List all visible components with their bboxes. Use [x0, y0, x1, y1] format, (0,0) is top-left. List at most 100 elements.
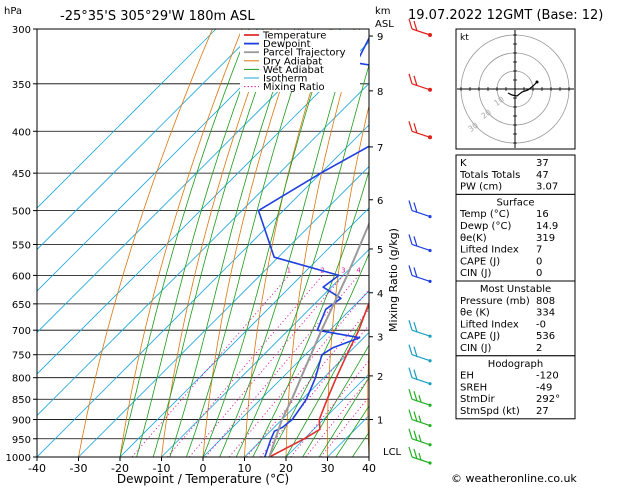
- dry-adiabat-line: [120, 29, 242, 457]
- wet-adiabat-line: [286, 29, 481, 457]
- wind-barb-dot: [428, 280, 431, 283]
- mixing-ratio-line: [247, 275, 398, 457]
- index-label: K: [460, 158, 467, 169]
- pressure-tick-label: 500: [12, 207, 31, 218]
- wind-barb-dot: [428, 443, 431, 446]
- km-tick-label: 3: [377, 333, 383, 344]
- pressure-tick-label: 300: [12, 25, 31, 36]
- lcl-label: LCL: [383, 447, 402, 458]
- index-value: 0: [536, 256, 542, 267]
- index-value: 7: [536, 245, 542, 256]
- wind-barb-dot: [428, 335, 431, 338]
- wet-adiabat-line: [153, 29, 278, 457]
- km-tick-label: 2: [377, 372, 383, 383]
- index-label: SREH: [460, 382, 487, 393]
- km-tick-label: 9: [377, 32, 383, 43]
- index-value: 47: [536, 170, 549, 181]
- wind-barb-flag: [409, 410, 412, 420]
- index-label: CIN (J): [460, 343, 491, 354]
- km-tick-label: 4: [377, 289, 383, 300]
- wind-barb: [412, 211, 430, 217]
- index-value: 16: [536, 209, 549, 220]
- index-label: Totals Totals: [459, 170, 520, 181]
- index-value: 3.07: [536, 182, 558, 193]
- mixing-ratio-tick-label: 3: [341, 266, 345, 274]
- pressure-tick-label: 900: [12, 416, 31, 427]
- index-value: -49: [536, 382, 552, 393]
- date-title: 19.07.2022 12GMT (Base: 12): [408, 8, 603, 23]
- pressure-tick-label: 600: [12, 271, 31, 282]
- mixing-ratio-tick-label: 1: [287, 266, 291, 274]
- wind-barb: [412, 29, 430, 35]
- index-value: 14.9: [536, 221, 558, 232]
- wind-barb-dot: [428, 382, 431, 385]
- pressure-tick-label: 650: [12, 300, 31, 311]
- index-label: Lifted Index: [460, 245, 519, 256]
- index-value: 808: [536, 296, 555, 307]
- pressure-tick-label: 800: [12, 374, 31, 385]
- index-value: 536: [536, 331, 555, 342]
- pressure-tick-label: 550: [12, 240, 31, 251]
- wind-barb: [412, 84, 430, 90]
- mixing-ratio-tick-label: 6: [379, 266, 384, 274]
- index-label: StmSpd (kt): [460, 406, 520, 417]
- index-label: Temp (°C): [459, 209, 510, 220]
- wind-barb-flag: [409, 265, 412, 275]
- dry-adiabat-line: [203, 29, 301, 457]
- wind-barb: [412, 355, 430, 361]
- index-label: Pressure (mb): [460, 296, 530, 307]
- wind-barb-dot: [428, 359, 431, 362]
- index-value: 0: [536, 268, 542, 279]
- pressure-tick-label: 950: [12, 435, 31, 446]
- hodograph-end-point: [536, 81, 539, 84]
- pressure-tick-label: 400: [12, 127, 31, 138]
- index-label: StmDir: [460, 394, 495, 405]
- index-value: 2: [536, 343, 542, 354]
- wind-barb: [412, 378, 430, 384]
- indices-hodograph-block-header: Hodograph: [488, 359, 543, 370]
- wind-barb-dot: [428, 249, 431, 252]
- dry-adiabat-line: [407, 29, 448, 457]
- profile-lines: [259, 29, 470, 457]
- index-label: Dewp (°C): [460, 221, 511, 232]
- wind-barb-dot: [428, 88, 432, 92]
- pressure-tick-label: 350: [12, 80, 31, 91]
- index-label: CIN (J): [460, 268, 491, 279]
- isotherm-line: [0, 29, 341, 457]
- pressure-tick-label: 700: [12, 326, 31, 337]
- pressure-tick-label: 850: [12, 395, 31, 406]
- dry-adiabat-line: [79, 29, 213, 457]
- pressure-tick-label: 450: [12, 169, 31, 180]
- index-label: CAPE (J): [460, 331, 500, 342]
- km-tick-label: 7: [377, 143, 383, 154]
- legend-label: Mixing Ratio: [263, 82, 325, 93]
- series-dewpoint: [259, 29, 446, 457]
- wind-barb-flag: [409, 368, 412, 378]
- temperature-tick-label: -30: [70, 462, 88, 475]
- mixing-ratio-line: [167, 275, 322, 457]
- dry-adiabat-line: [619, 29, 629, 457]
- location-title: -25°35'S 305°29'W 180m ASL: [60, 9, 255, 24]
- mixing-ratio-tick-label: 16: [434, 266, 443, 274]
- wind-barb-flag: [409, 74, 412, 84]
- km-label: km: [375, 6, 391, 17]
- isotherm-line: [0, 29, 258, 457]
- km-tick-label: 8: [377, 87, 383, 98]
- dry-adiabat-line: [586, 29, 618, 457]
- wind-barb-dot: [428, 461, 431, 464]
- temperature-tick-label: 30: [321, 462, 335, 475]
- index-value: 334: [536, 308, 555, 319]
- hpa-label: hPa: [4, 6, 22, 17]
- isotherm-line: [0, 29, 216, 457]
- wind-barb-dot: [428, 215, 431, 218]
- wind-barb-flag: [409, 121, 412, 131]
- wind-barb-dot: [428, 33, 432, 37]
- temperature-tick-label: 40: [362, 462, 376, 475]
- indices-surface-block-header: Surface: [496, 197, 534, 208]
- wind-barb: [412, 275, 430, 281]
- wind-barb-flag: [409, 234, 412, 244]
- index-label: θe (K): [460, 308, 490, 319]
